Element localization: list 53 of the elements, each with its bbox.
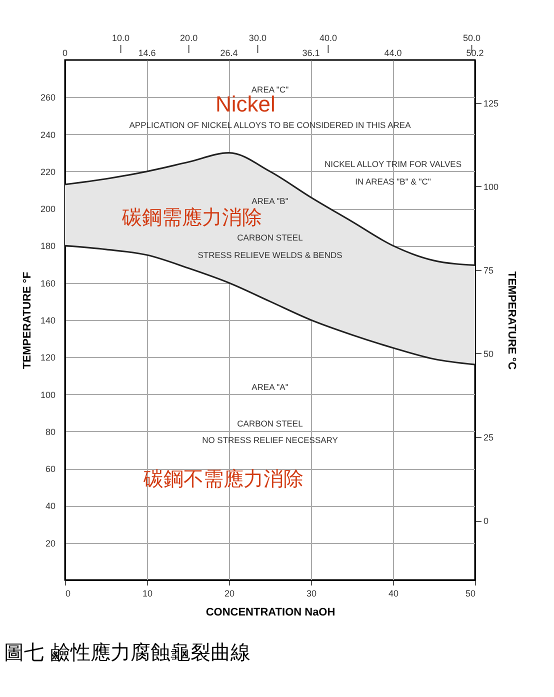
x-tick-label: 10	[142, 588, 153, 598]
y2-tick-label: 0	[484, 516, 489, 526]
annotation: APPLICATION OF NICKEL ALLOYS TO BE CONSIDERED IN THIS AREA	[129, 120, 412, 130]
text: 50.0	[462, 33, 480, 43]
text: 36.1	[302, 48, 320, 58]
y-tick-label: 200	[40, 204, 56, 214]
annotation: CARBON STEEL	[237, 418, 304, 428]
annotation: NICKEL ALLOY TRIM FOR VALVES	[324, 159, 462, 169]
y2-tick-label: 100	[484, 182, 499, 192]
x-tick-label: 50	[465, 588, 476, 598]
y2-tick-label: 75	[484, 265, 494, 276]
y-tick-label: 140	[40, 316, 56, 326]
x-tick-label: 40	[388, 588, 399, 598]
y-tick-label: 100	[40, 390, 56, 400]
annotation: CARBON STEEL	[237, 232, 304, 243]
y-tick-label: 240	[40, 130, 56, 140]
x-axis-title: CONCENTRATION NaOH	[206, 606, 336, 618]
text: 26.4	[220, 48, 238, 58]
annotation: AREA "A"	[252, 382, 288, 392]
annotation: AREA "B"	[252, 196, 288, 206]
text: 30.0	[248, 33, 266, 43]
text: 圖七 鹼性應力腐蝕龜裂曲線	[4, 639, 252, 666]
line-series	[64, 152, 476, 266]
annotation: 碳鋼需應力消除	[121, 206, 262, 229]
x-tick-label: 30	[306, 588, 317, 598]
y2-tick-label: 50	[484, 348, 494, 359]
y-tick-label: 260	[40, 92, 56, 103]
y2-tick-label: 125	[484, 98, 499, 108]
annotation: STRESS RELIEVE WELDS & BENDS	[198, 250, 343, 260]
text: 0	[62, 48, 68, 58]
y-tick-label: 40	[45, 501, 56, 512]
x-tick-label: 20	[224, 588, 235, 598]
text: 10.0	[112, 33, 130, 43]
line-series	[64, 244, 476, 366]
annotation: IN AREAS "B" & "C"	[355, 176, 431, 187]
x-tick-label: 0	[66, 588, 71, 598]
annotation: 碳鋼不需應力消除	[142, 468, 304, 491]
y2-tick-label: 25	[484, 432, 494, 442]
y-tick-label: 160	[40, 278, 56, 288]
annotation: NO STRESS RELIEF NECESSARY	[202, 435, 338, 446]
y-tick-label: 20	[45, 538, 56, 548]
text: 44.0	[384, 48, 402, 58]
y-tick-label: 80	[45, 426, 56, 437]
y-axis-title: TEMPERATURE °F	[21, 272, 34, 370]
text: 20.0	[180, 33, 198, 43]
y-tick-label: 220	[40, 166, 56, 177]
text: 50.2	[466, 48, 484, 58]
y-tick-label: 120	[40, 352, 56, 363]
text: 40.0	[319, 33, 337, 43]
y2-axis-title: TEMPERATURE °C	[506, 271, 518, 370]
y-tick-label: 180	[40, 241, 56, 252]
y-tick-label: 60	[45, 464, 56, 474]
text: 14.6	[138, 48, 156, 58]
